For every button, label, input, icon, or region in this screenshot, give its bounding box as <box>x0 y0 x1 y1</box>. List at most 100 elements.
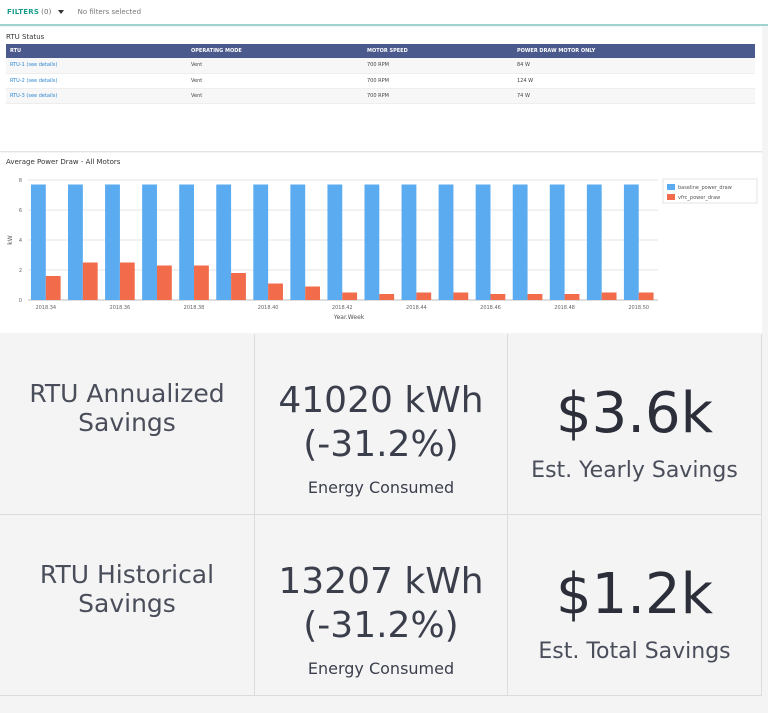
filters-dropdown[interactable]: FILTERS (0) <box>7 8 64 16</box>
bar-vfrc_power_draw <box>268 283 283 300</box>
bar-baseline_power_draw <box>364 184 380 300</box>
x-tick-label: 2018.42 <box>332 305 353 311</box>
energy-caption: Energy Consumed <box>307 659 455 678</box>
annualized-energy-tile: 41020 kWh (-31.2%) Energy Consumed <box>255 334 508 515</box>
column-header[interactable]: MOTOR SPEED <box>363 44 513 58</box>
column-header[interactable]: OPERATING MODE <box>187 44 363 58</box>
x-tick-label: 2018.38 <box>184 305 205 311</box>
bar-baseline_power_draw <box>549 184 565 300</box>
bar-vfrc_power_draw <box>527 294 543 300</box>
bar-vfrc_power_draw <box>82 262 98 300</box>
y-tick-label: 0 <box>19 298 22 304</box>
historical-title-tile: RTU Historical Savings <box>0 515 255 696</box>
column-header[interactable]: RTU <box>6 44 187 58</box>
bar-vfrc_power_draw <box>156 265 172 300</box>
bar-baseline_power_draw <box>438 184 454 300</box>
x-tick-label: 2018.34 <box>35 305 56 311</box>
y-tick-label: 6 <box>19 208 22 214</box>
table-cell: 700 RPM <box>363 58 513 74</box>
table-cell: Vent <box>187 73 363 89</box>
tile-title: RTU Annualized <box>29 379 225 408</box>
bar-vfrc_power_draw <box>453 292 469 300</box>
bar-vfrc_power_draw <box>231 273 246 300</box>
bar-baseline_power_draw <box>179 184 195 300</box>
x-axis-label: Year.Week <box>333 314 365 321</box>
x-tick-label: 2018.40 <box>258 305 279 311</box>
table-cell: 84 W <box>513 58 755 74</box>
savings-value: $3.6k <box>555 381 714 446</box>
power-draw-chart: 0 2 4 6 8 kW 2018.34 2018.36 2018.38 2018.40 2018.… <box>7 178 758 321</box>
historical-savings-tile: $1.2k Est. Total Savings <box>508 515 762 696</box>
bar-baseline_power_draw <box>216 184 232 300</box>
energy-value: 13207 kWh <box>278 561 484 602</box>
filter-bar: FILTERS (0) No filters selected <box>0 0 768 26</box>
legend-box <box>662 178 758 204</box>
bar-vfrc_power_draw <box>305 286 321 300</box>
bar-baseline_power_draw <box>30 184 46 300</box>
bar-baseline_power_draw <box>512 184 528 300</box>
bar-vfrc_power_draw <box>490 294 506 300</box>
x-tick-label: 2018.50 <box>628 305 649 311</box>
energy-value: 41020 kWh <box>278 380 484 421</box>
bar-vfrc_power_draw <box>194 265 209 300</box>
bar-baseline_power_draw <box>68 184 83 300</box>
tile-title: Savings <box>78 589 176 618</box>
savings-caption: Est. Total Savings <box>538 639 731 664</box>
annualized-savings-tile: $3.6k Est. Yearly Savings <box>508 334 762 515</box>
legend-swatch <box>667 184 675 190</box>
table-cell: Vent <box>187 58 363 74</box>
historical-energy-tile: 13207 kWh (-31.2%) Energy Consumed <box>255 515 508 696</box>
table-row: RTU-2 (see details) Vent 700 RPM 124 W <box>6 73 755 89</box>
bar-vfrc_power_draw <box>564 294 580 300</box>
bar-vfrc_power_draw <box>416 292 432 300</box>
table-cell: 124 W <box>513 73 755 89</box>
table-row: RTU-3 (see details) Vent 700 RPM 74 W <box>6 88 755 104</box>
rtu-status-table: RTU OPERATING MODE MOTOR SPEED POWER DRA… <box>6 44 755 104</box>
rtu-status-panel: RTU Status RTU OPERATING MODE MOTOR SPEE… <box>0 27 762 152</box>
chart-title: Average Power Draw - All Motors <box>6 158 121 166</box>
rtu-link[interactable]: RTU-1 (see details) <box>6 58 187 74</box>
x-tick-label: 2018.44 <box>406 305 427 311</box>
table-cell: 700 RPM <box>363 73 513 89</box>
power-draw-chart-panel: 0 2 4 6 8 kW 2018.34 2018.36 2018.38 2018.40 2018.… <box>0 153 762 333</box>
tile-title: RTU Historical <box>39 560 215 589</box>
legend-swatch <box>667 194 675 200</box>
bar-baseline_power_draw <box>401 184 417 300</box>
rtu-status-title: RTU Status <box>6 33 45 41</box>
energy-percent: (-31.2%) <box>303 424 459 465</box>
bar-baseline_power_draw <box>623 184 639 300</box>
legend-label: baseline_power_draw <box>678 185 732 191</box>
legend-label: vfrc_power_draw <box>678 195 720 201</box>
savings-caption: Est. Yearly Savings <box>531 458 738 483</box>
bar-vfrc_power_draw <box>45 276 61 300</box>
x-tick-label: 2018.36 <box>110 305 131 311</box>
bar-baseline_power_draw <box>327 184 343 300</box>
bar-vfrc_power_draw <box>638 292 654 300</box>
y-axis-label: kW <box>7 235 14 244</box>
column-header[interactable]: POWER DRAW MOTOR ONLY <box>513 44 755 58</box>
bar-vfrc_power_draw <box>601 292 617 300</box>
rtu-link[interactable]: RTU-2 (see details) <box>6 73 187 89</box>
bar-baseline_power_draw <box>105 184 120 300</box>
table-cell: Vent <box>187 88 363 104</box>
bar-baseline_power_draw <box>290 184 306 300</box>
bar-vfrc_power_draw <box>379 294 395 300</box>
bar-vfrc_power_draw <box>342 292 358 300</box>
energy-percent: (-31.2%) <box>303 605 459 646</box>
y-tick-label: 2 <box>19 268 22 274</box>
chevron-down-icon <box>57 10 64 14</box>
table-header-row: RTU OPERATING MODE MOTOR SPEED POWER DRA… <box>6 44 755 58</box>
energy-caption: Energy Consumed <box>307 478 455 497</box>
filters-count: (0) <box>41 8 52 16</box>
x-tick-label: 2018.46 <box>480 305 501 311</box>
bar-baseline_power_draw <box>142 184 157 300</box>
rtu-link[interactable]: RTU-3 (see details) <box>6 88 187 104</box>
table-cell: 74 W <box>513 88 755 104</box>
annualized-title-tile: RTU Annualized Savings <box>0 334 255 515</box>
filters-label: FILTERS <box>7 8 40 16</box>
savings-value: $1.2k <box>555 562 714 627</box>
table-row: RTU-1 (see details) Vent 700 RPM 84 W <box>6 58 755 74</box>
table-cell: 700 RPM <box>363 88 513 104</box>
bar-baseline_power_draw <box>586 184 602 300</box>
bar-baseline_power_draw <box>253 184 269 300</box>
